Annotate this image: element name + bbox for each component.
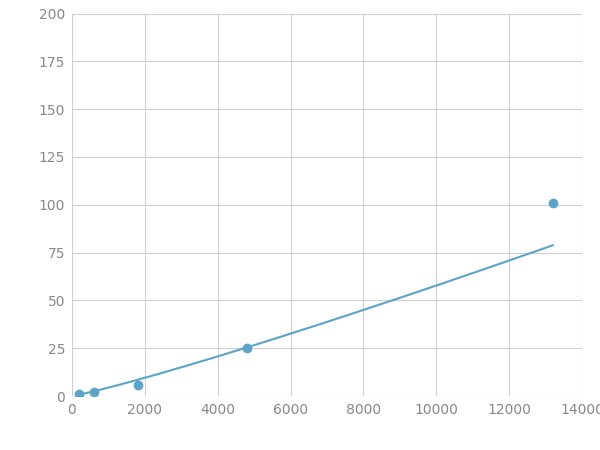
Point bbox=[89, 388, 98, 396]
Point bbox=[74, 391, 84, 398]
Point bbox=[133, 381, 142, 388]
Point bbox=[242, 345, 251, 352]
Point bbox=[548, 199, 557, 207]
